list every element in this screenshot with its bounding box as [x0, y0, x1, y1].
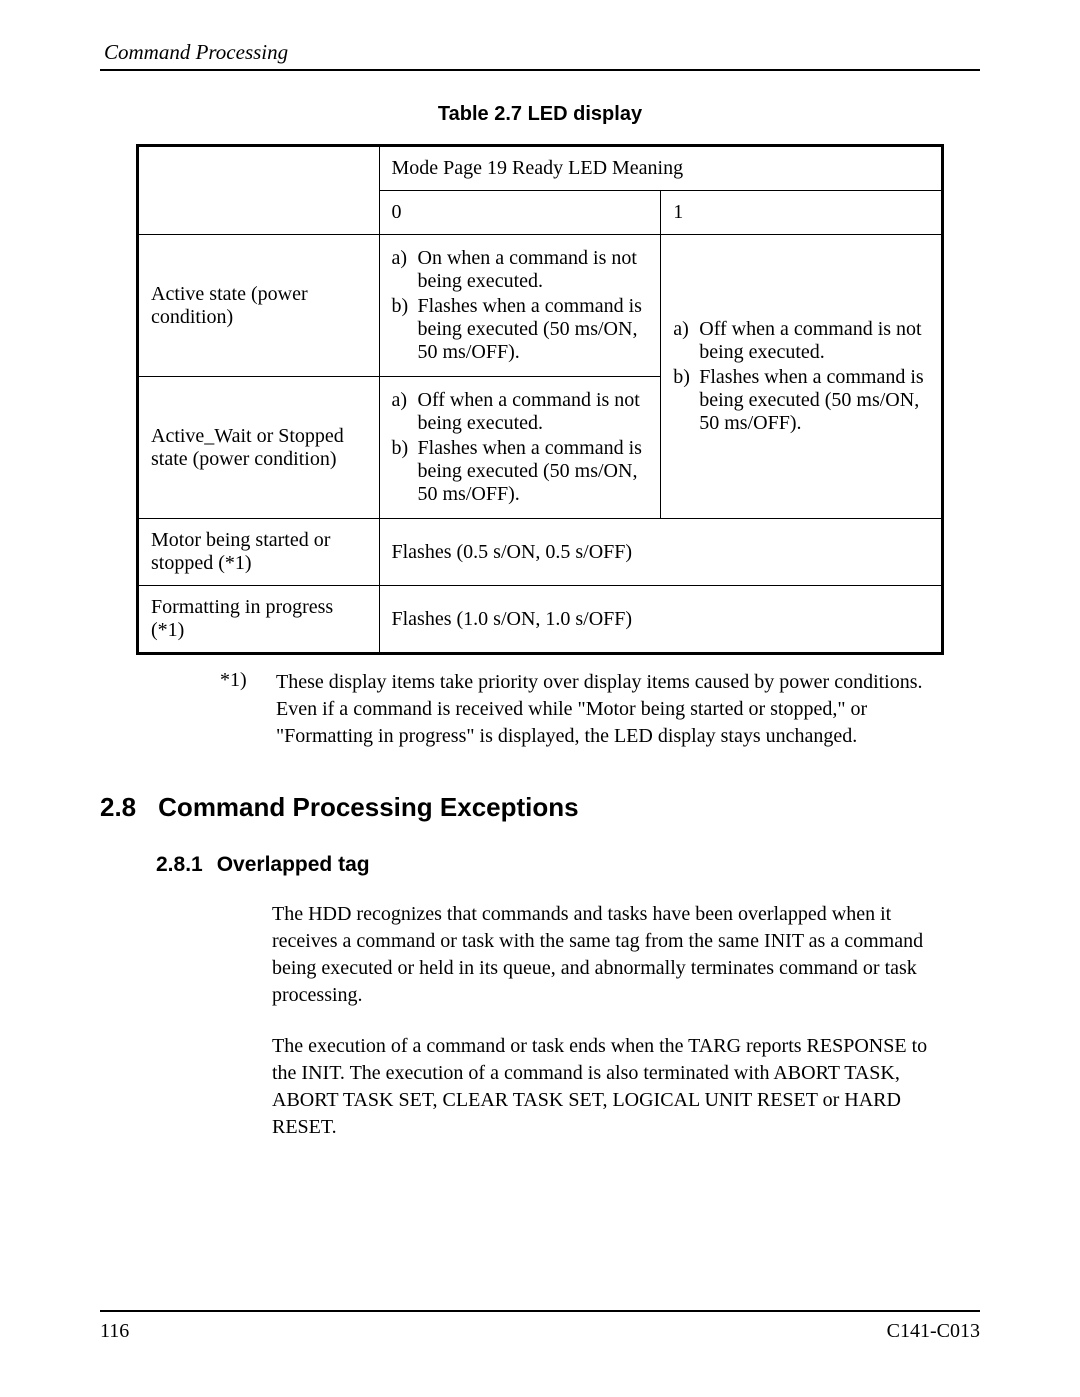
footnote: *1) These display items take priority ov…	[220, 669, 944, 750]
col0-header: 0	[379, 191, 661, 235]
state-active: Active state (power condition)	[138, 235, 380, 377]
subsection-title: Overlapped tag	[217, 853, 370, 877]
list-label: a)	[392, 247, 418, 293]
list-text: Off when a command is not being executed…	[699, 318, 929, 364]
list-text: On when a command is not being executed.	[418, 247, 649, 293]
paragraph: The execution of a command or task ends …	[272, 1033, 944, 1141]
table-row: Mode Page 19 Ready LED Meaning	[138, 146, 943, 191]
table-row: Motor being started or stopped (*1) Flas…	[138, 519, 943, 586]
list-label: b)	[392, 437, 418, 506]
active-wait-mode0: a) Off when a command is not being execu…	[379, 377, 661, 519]
list-label: b)	[673, 366, 699, 435]
table-caption: Table 2.7 LED display	[100, 103, 980, 126]
list-text: Flashes when a command is being executed…	[418, 437, 649, 506]
footnote-mark: *1)	[220, 669, 276, 750]
motor-val: Flashes (0.5 s/ON, 0.5 s/OFF)	[379, 519, 943, 586]
list-text: Flashes when a command is being executed…	[418, 295, 649, 364]
table-row: Formatting in progress (*1) Flashes (1.0…	[138, 586, 943, 654]
led-display-table: Mode Page 19 Ready LED Meaning 0 1 Activ…	[136, 144, 944, 655]
formatting-val: Flashes (1.0 s/ON, 1.0 s/OFF)	[379, 586, 943, 654]
paragraph: The HDD recognizes that commands and tas…	[272, 901, 944, 1009]
list-text: Flashes when a command is being executed…	[699, 366, 929, 435]
state-motor: Motor being started or stopped (*1)	[138, 519, 380, 586]
list-label: b)	[392, 295, 418, 364]
page-number: 116	[100, 1320, 129, 1343]
document-page: Command Processing Table 2.7 LED display…	[0, 0, 1080, 1397]
col1-header: 1	[661, 191, 943, 235]
section-number: 2.8	[100, 792, 136, 823]
mode-header: Mode Page 19 Ready LED Meaning	[379, 146, 943, 191]
page-header: Command Processing	[100, 40, 980, 71]
list-label: a)	[392, 389, 418, 435]
footnote-text: These display items take priority over d…	[276, 669, 944, 750]
subsection-heading: 2.8.1 Overlapped tag	[156, 853, 980, 877]
table-row: Active state (power condition) a) On whe…	[138, 235, 943, 377]
state-active-wait: Active_Wait or Stopped state (power cond…	[138, 377, 380, 519]
subsection-number: 2.8.1	[156, 853, 203, 877]
section-title: Command Processing Exceptions	[158, 792, 578, 823]
state-formatting: Formatting in progress (*1)	[138, 586, 380, 654]
header-title: Command Processing	[104, 40, 288, 64]
section-heading: 2.8 Command Processing Exceptions	[100, 792, 980, 823]
doc-id: C141-C013	[887, 1320, 980, 1343]
list-text: Off when a command is not being executed…	[418, 389, 649, 435]
led-table-wrap: Mode Page 19 Ready LED Meaning 0 1 Activ…	[136, 144, 944, 655]
list-label: a)	[673, 318, 699, 364]
active-mode0: a) On when a command is not being execut…	[379, 235, 661, 377]
page-footer: 116 C141-C013	[100, 1310, 980, 1343]
mode1-merged: a) Off when a command is not being execu…	[661, 235, 943, 519]
blank-header	[138, 146, 380, 235]
